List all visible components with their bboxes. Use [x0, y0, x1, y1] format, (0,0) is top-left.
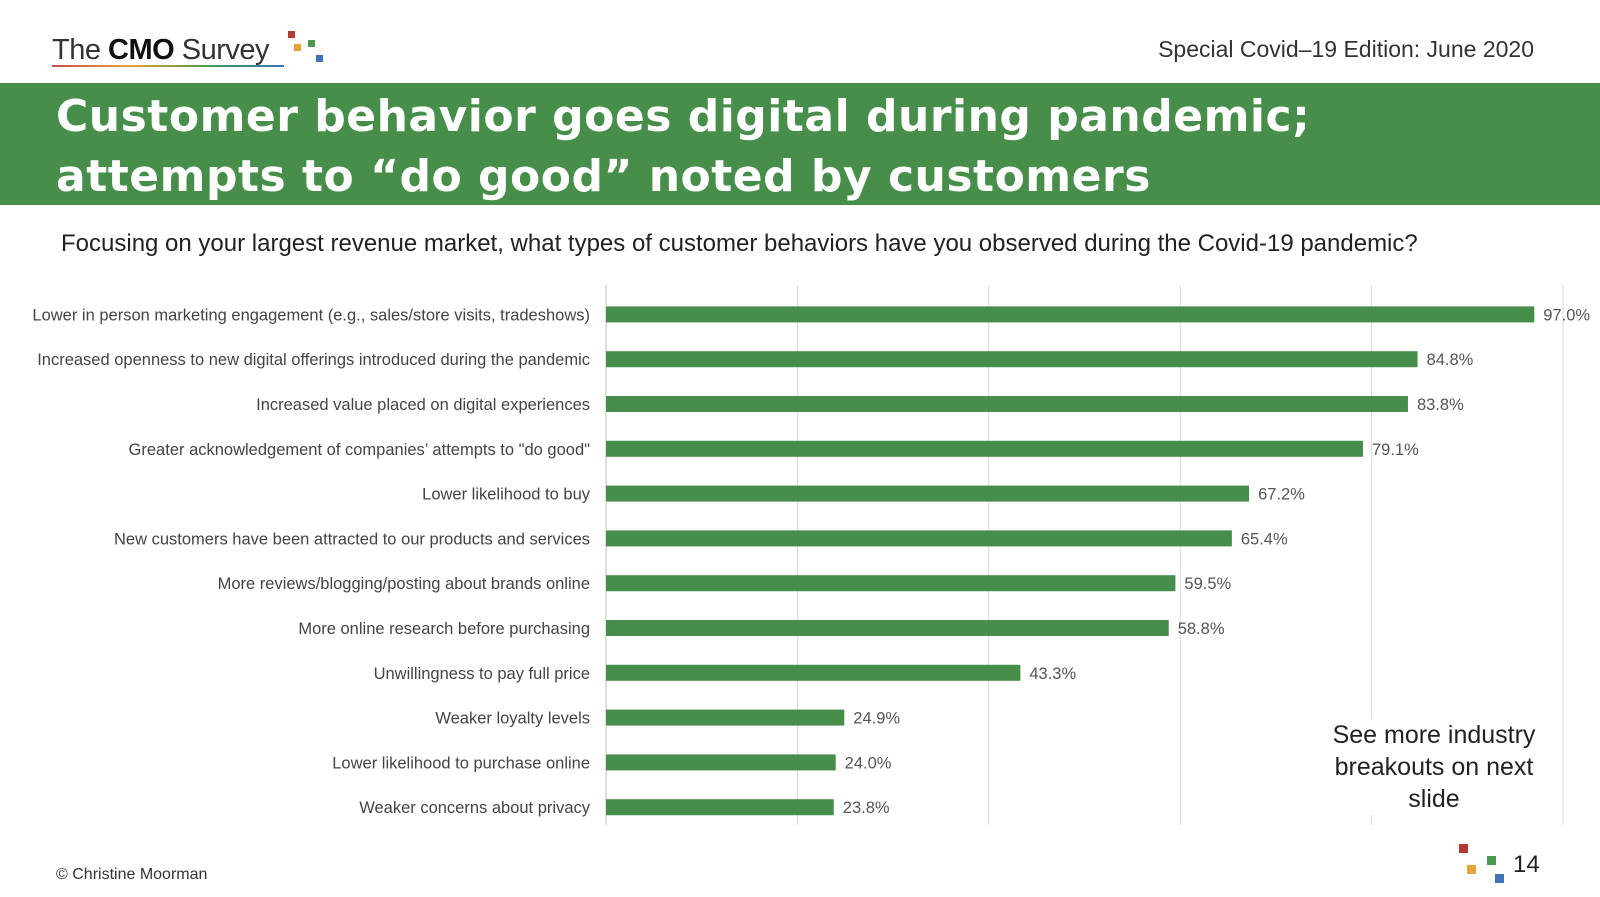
logo-square-green [308, 40, 315, 47]
logo-bold: CMO [108, 34, 175, 66]
logo-square-blue [316, 55, 323, 62]
bar [606, 575, 1176, 592]
edition-label: Special Covid–19 Edition: June 2020 [1158, 36, 1534, 62]
bar [606, 440, 1363, 457]
category-label: Weaker concerns about privacy [359, 799, 591, 817]
footer-square-blue [1495, 874, 1504, 883]
bar [606, 530, 1232, 547]
bar [606, 620, 1169, 636]
logo-prefix: The [52, 34, 109, 66]
bar [606, 396, 1408, 412]
logo-square-red [288, 31, 295, 38]
category-label: More online research before purchasing [298, 620, 590, 638]
value-label: 83.8% [1417, 396, 1464, 414]
value-label: 59.5% [1184, 575, 1231, 593]
breakout-note: See more industry breakouts on next slid… [1318, 719, 1550, 815]
category-label: Increased value placed on digital experi… [256, 396, 590, 414]
value-label: 43.3% [1029, 665, 1076, 683]
logo-square-orange [294, 44, 301, 51]
category-label: Weaker loyalty levels [435, 710, 590, 728]
category-label: Lower in person marketing engagement (e.… [32, 306, 590, 324]
bar [606, 754, 836, 771]
footer-square-orange [1467, 865, 1476, 874]
logo-underline [52, 65, 284, 67]
value-label: 24.9% [853, 710, 900, 728]
value-label: 97.0% [1543, 306, 1590, 324]
category-label: Unwillingness to pay full price [374, 665, 590, 683]
bar-chart: Lower in person marketing engagement (e.… [32, 285, 1591, 825]
value-label: 23.8% [843, 799, 890, 817]
bar [606, 351, 1418, 368]
category-label: Greater acknowledgement of companies’ at… [129, 441, 591, 459]
footer-square-green [1487, 856, 1496, 865]
chart-bars [606, 306, 1535, 816]
value-label: 65.4% [1241, 530, 1288, 548]
chart-gridlines [605, 285, 1564, 825]
bar [606, 306, 1535, 323]
category-label: Increased openness to new digital offeri… [37, 351, 590, 369]
bar [606, 485, 1250, 502]
footer-square-red [1459, 844, 1468, 853]
value-label: 67.2% [1258, 486, 1305, 504]
value-label: 58.8% [1178, 620, 1225, 638]
slide-title: Customer behavior goes digital during pa… [56, 91, 1311, 202]
survey-question: Focusing on your largest revenue market,… [61, 230, 1418, 257]
value-label: 84.8% [1427, 351, 1474, 369]
value-label: 24.0% [845, 754, 892, 772]
copyright: © Christine Moorman [56, 866, 208, 883]
value-label: 79.1% [1372, 441, 1419, 459]
category-label: Lower likelihood to buy [422, 486, 591, 504]
chart-value-labels: 97.0% 84.8% 83.8% 79.1% 67.2% 65.4% 59.5% 58.8%… [843, 306, 1591, 817]
chart-category-labels: Lower in person marketing engagement (e.… [32, 306, 590, 817]
category-label: More reviews/blogging/posting about bran… [218, 575, 590, 593]
category-label: New customers have been attracted to our… [114, 530, 590, 548]
bar [606, 799, 834, 816]
logo-suffix: Survey [174, 34, 270, 66]
logo: The CMO Survey [52, 28, 323, 72]
title-banner: Customer behavior goes digital during pa… [0, 83, 1600, 205]
page-number: 14 [1513, 851, 1540, 878]
bar [606, 664, 1021, 681]
category-label: Lower likelihood to purchase online [332, 754, 590, 772]
bar [606, 709, 845, 726]
